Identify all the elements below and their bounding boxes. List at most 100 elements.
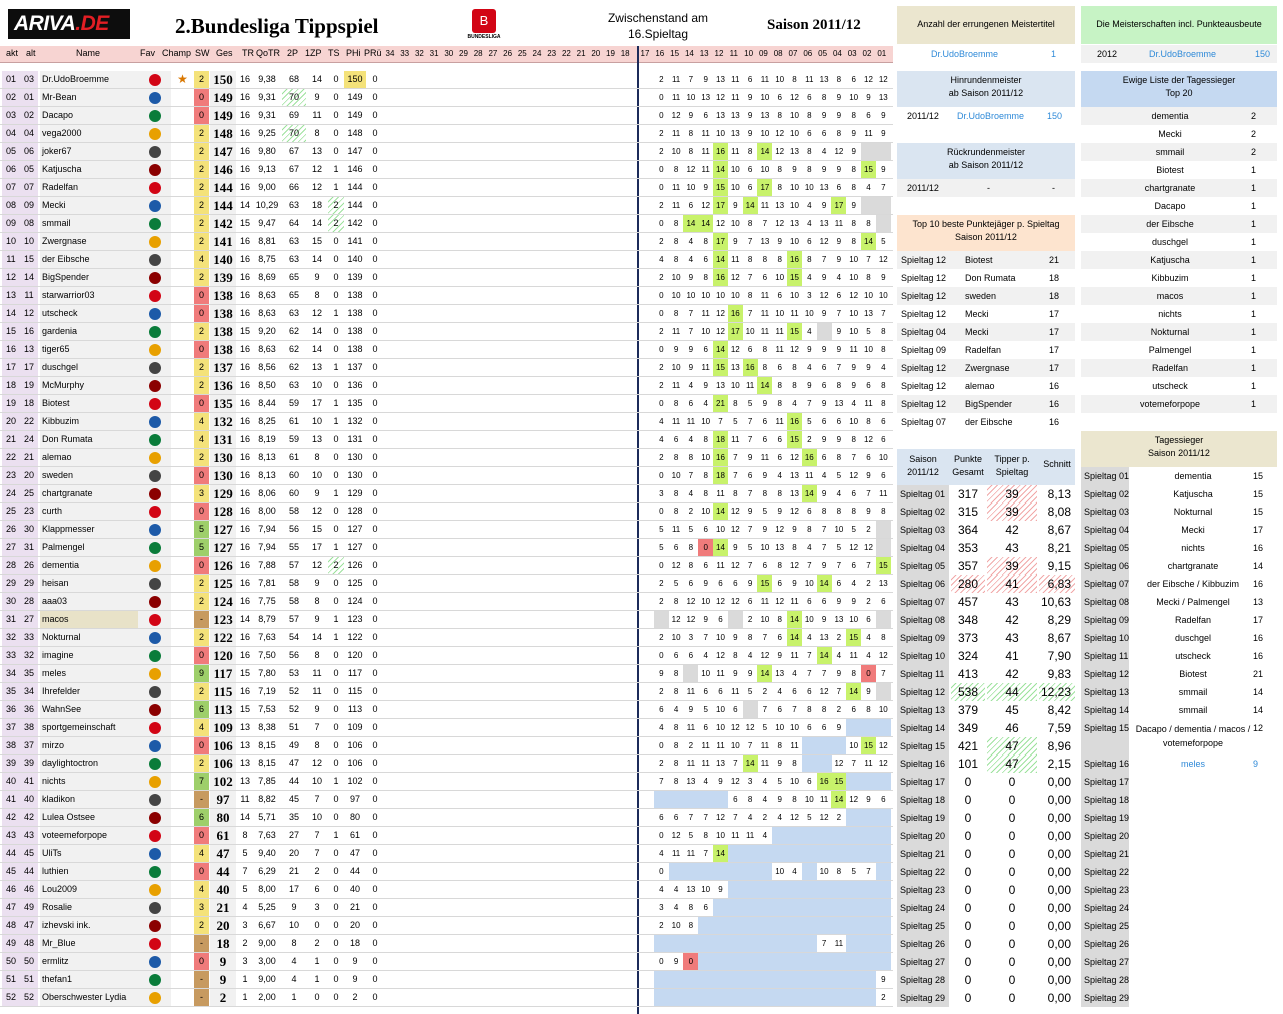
player-name[interactable]: Don Rumata bbox=[40, 431, 138, 448]
ewige-player[interactable]: Dacapo bbox=[1154, 201, 1186, 211]
table-row[interactable]: 46 46 Lou2009 4 40 5 8,00 17 6 0 40 0 4 4 13 10 9 bbox=[0, 881, 893, 899]
player-name[interactable]: der Eibsche bbox=[40, 251, 138, 268]
player-name[interactable]: Radelfan bbox=[40, 179, 138, 196]
player-name[interactable]: Mecki bbox=[40, 197, 138, 214]
table-row[interactable]: 52 52 Oberschwester Lydia -2 1 2,00 1 0 0 2 0 2 bbox=[0, 989, 893, 1007]
table-row[interactable]: 49 48 Mr_Blue -18 2 9,00 8 2 0 18 0 7 11 bbox=[0, 935, 893, 953]
ewige-player[interactable]: utscheck bbox=[1152, 381, 1188, 391]
player-name[interactable]: Klappmesser bbox=[40, 521, 138, 538]
top10-player[interactable]: BigSpender bbox=[965, 399, 1013, 409]
player-name[interactable]: smmail bbox=[40, 215, 138, 232]
player-name[interactable]: BigSpender bbox=[40, 269, 138, 286]
table-row[interactable]: 35 34 Ihrefelder 2 115 16 7,19 52 11 0 115 0 2 8 11 6 6 1… bbox=[0, 683, 893, 701]
tagessieger-player[interactable]: Biotest bbox=[1179, 669, 1207, 679]
table-row[interactable]: 01 03 Dr.UdoBroemme ★ 2 150 16 9,38 68 14 0 150 0 2 11… bbox=[0, 71, 893, 89]
player-name[interactable]: Nokturnal bbox=[40, 629, 138, 646]
ewige-player[interactable]: Radelfan bbox=[1151, 363, 1189, 373]
player-name[interactable]: sportgemeinschaft bbox=[40, 719, 138, 736]
top10-player[interactable]: Radelfan bbox=[965, 345, 1002, 355]
player-name[interactable]: Lou2009 bbox=[40, 881, 138, 898]
player-name[interactable]: daylightoctron bbox=[40, 755, 138, 772]
top10-player[interactable]: der Eibsche bbox=[965, 417, 1013, 427]
player-name[interactable]: vega2000 bbox=[40, 125, 138, 142]
player-name[interactable]: McMurphy bbox=[40, 377, 138, 394]
player-name[interactable]: chartgranate bbox=[40, 485, 138, 502]
player-name[interactable]: Dr.UdoBroemme bbox=[40, 71, 138, 88]
player-name[interactable]: Kibbuzim bbox=[40, 413, 138, 430]
player-name[interactable]: Mr-Bean bbox=[40, 89, 138, 106]
player-name[interactable]: voteemeforpope bbox=[40, 827, 138, 844]
player-name[interactable]: Oberschwester Lydia bbox=[40, 989, 138, 1006]
table-row[interactable]: 11 15 der Eibsche 4 140 16 8,75 63 14 0 140 0 4 8 4 6 14… bbox=[0, 251, 893, 269]
ewige-player[interactable]: Palmengel bbox=[1148, 345, 1192, 355]
table-row[interactable]: 14 12 utscheck 0 138 16 8,63 63 12 1 138 0 0 8 7 11 12 16… bbox=[0, 305, 893, 323]
table-row[interactable]: 37 38 sportgemeinschaft 4 109 13 8,38 51 7 0 109 0 4… bbox=[0, 719, 893, 737]
table-row[interactable]: 28 26 dementia 0 126 16 7,88 57 12 2 126 0 0 12 8 6 11 12… bbox=[0, 557, 893, 575]
table-row[interactable]: 20 22 Kibbuzim 4 132 16 8,25 61 10 1 132 0 4 11 11 10 7 5… bbox=[0, 413, 893, 431]
player-name[interactable]: Dacapo bbox=[40, 107, 138, 124]
table-row[interactable]: 27 31 Palmengel 5 127 16 7,94 55 17 1 127 0 5 6 8 0 14 9 5… bbox=[0, 539, 893, 557]
table-row[interactable]: 22 21 alemao 2 130 16 8,13 61 8 0 130 0 2 8 8 10 16 7 9 11 6… bbox=[0, 449, 893, 467]
table-row[interactable]: 33 32 imagine 0 120 16 7,50 56 8 0 120 0 0 6 6 4 12 8 4 12 9… bbox=[0, 647, 893, 665]
ewige-player[interactable]: Nokturnal bbox=[1150, 327, 1190, 337]
player-name[interactable]: macos bbox=[40, 611, 138, 628]
player-name[interactable]: heisan bbox=[40, 575, 138, 592]
table-row[interactable]: 02 01 Mr-Bean 0 149 16 9,31 70 9 0 149 0 0 11 10 13 12 11… bbox=[0, 89, 893, 107]
player-name[interactable]: gardenia bbox=[40, 323, 138, 340]
ewige-player[interactable]: Kibbuzim bbox=[1151, 273, 1189, 283]
table-row[interactable]: 41 40 kladikon -97 11 8,82 45 7 0 97 0 6 8 4 9 8 10 11 14 1… bbox=[0, 791, 893, 809]
table-row[interactable]: 09 08 smmail 2 142 15 9,47 64 14 2 142 0 0 8 14 14 12 10 8… bbox=[0, 215, 893, 233]
ariva-logo[interactable]: ARIVA.DE bbox=[8, 9, 130, 39]
table-row[interactable]: 16 13 tiger65 0 138 16 8,63 62 14 0 138 0 0 9 9 6 14 12 6 8… bbox=[0, 341, 893, 359]
top10-player[interactable]: Mecki bbox=[965, 309, 989, 319]
tagessieger-player[interactable]: smmail bbox=[1178, 705, 1208, 715]
table-row[interactable]: 34 35 meles 9 117 15 7,80 53 11 0 117 0 9 8 10 11 9 9 14 13… bbox=[0, 665, 893, 683]
player-name[interactable]: Ihrefelder bbox=[40, 683, 138, 700]
top10-player[interactable]: Biotest bbox=[965, 255, 993, 265]
table-row[interactable]: 18 19 McMurphy 2 136 16 8,50 63 10 0 136 0 2 11 4 9 13 10… bbox=[0, 377, 893, 395]
table-row[interactable]: 42 42 Lulea Ostsee 6 80 14 5,71 35 10 0 80 0 6 6 7 7 12 7… bbox=[0, 809, 893, 827]
table-row[interactable]: 48 47 izhevski ink. 2 20 3 6,67 10 0 0 20 0 2 10 8 bbox=[0, 917, 893, 935]
table-row[interactable]: 12 14 BigSpender 2 139 16 8,69 65 9 0 139 0 2 10 9 8 16 1… bbox=[0, 269, 893, 287]
table-row[interactable]: 15 16 gardenia 2 138 15 9,20 62 14 0 138 0 2 11 7 10 12 1… bbox=[0, 323, 893, 341]
player-name[interactable]: aaa03 bbox=[40, 593, 138, 610]
table-row[interactable]: 45 44 luthien 0 44 7 6,29 21 2 0 44 0 0 10 4 10 8 5 7 bbox=[0, 863, 893, 881]
punkteausbeute-name[interactable]: Dr.UdoBroemme bbox=[1149, 49, 1217, 59]
tagessieger-player[interactable]: Nokturnal bbox=[1173, 507, 1213, 517]
tagessieger-player[interactable]: duschgel bbox=[1174, 633, 1212, 643]
table-row[interactable]: 25 23 curth 0 128 16 8,00 58 12 0 128 0 0 8 2 10 14 12 9 5 9… bbox=[0, 503, 893, 521]
player-name[interactable]: ermlitz bbox=[40, 953, 138, 970]
tagessieger-player[interactable]: Mecki bbox=[1181, 525, 1205, 535]
ewige-player[interactable]: smmail bbox=[1155, 147, 1185, 157]
player-name[interactable]: imagine bbox=[40, 647, 138, 664]
ewige-player[interactable]: Mecki bbox=[1158, 129, 1182, 139]
player-name[interactable]: Mr_Blue bbox=[40, 935, 138, 952]
table-row[interactable]: 43 43 voteemeforpope 0 61 8 7,63 27 7 1 61 0 0 12 5 8 10… bbox=[0, 827, 893, 845]
player-name[interactable]: tiger65 bbox=[40, 341, 138, 358]
player-name[interactable]: Katjuscha bbox=[40, 161, 138, 178]
player-name[interactable]: duschgel bbox=[40, 359, 138, 376]
tagessieger-player[interactable]: meles bbox=[1180, 759, 1205, 769]
table-row[interactable]: 03 02 Dacapo 0 149 16 9,31 69 11 0 149 0 0 12 9 6 13 13 9 1… bbox=[0, 107, 893, 125]
player-name[interactable]: mirzo bbox=[40, 737, 138, 754]
tagessieger-player[interactable]: Katjuscha bbox=[1173, 489, 1213, 499]
player-name[interactable]: alemao bbox=[40, 449, 138, 466]
player-name[interactable]: utscheck bbox=[40, 305, 138, 322]
top10-player[interactable]: Zwergnase bbox=[965, 363, 1010, 373]
player-name[interactable]: WahnSee bbox=[40, 701, 138, 718]
ewige-player[interactable]: votemeforpope bbox=[1139, 399, 1201, 409]
ewige-player[interactable]: der Eibsche bbox=[1146, 219, 1194, 229]
player-name[interactable]: curth bbox=[40, 503, 138, 520]
table-row[interactable]: 44 45 UliTs 4 47 5 9,40 20 7 0 47 0 4 11 11 7 14 bbox=[0, 845, 893, 863]
ewige-player[interactable]: Katjuscha bbox=[1150, 255, 1190, 265]
player-name[interactable]: joker67 bbox=[40, 143, 138, 160]
tagessieger-player[interactable]: nichts bbox=[1181, 543, 1205, 553]
player-name[interactable]: izhevski ink. bbox=[40, 917, 138, 934]
table-row[interactable]: 19 18 Biotest 0 135 16 8,44 59 17 1 135 0 0 8 6 4 21 8 5 9 8… bbox=[0, 395, 893, 413]
tagessieger-player[interactable]: smmail bbox=[1178, 687, 1208, 697]
player-name[interactable]: Zwergnase bbox=[40, 233, 138, 250]
table-row[interactable]: 23 20 sweden 0 130 16 8,13 60 10 0 130 0 0 10 7 8 18 7 6 9 4… bbox=[0, 467, 893, 485]
ewige-player[interactable]: duschgel bbox=[1151, 237, 1189, 247]
table-row[interactable]: 50 50 ermlitz 0 9 3 3,00 4 1 0 9 0 0 9 0 bbox=[0, 953, 893, 971]
table-row[interactable]: 17 17 duschgel 2 137 16 8,56 62 13 1 137 0 2 10 9 11 15 1… bbox=[0, 359, 893, 377]
